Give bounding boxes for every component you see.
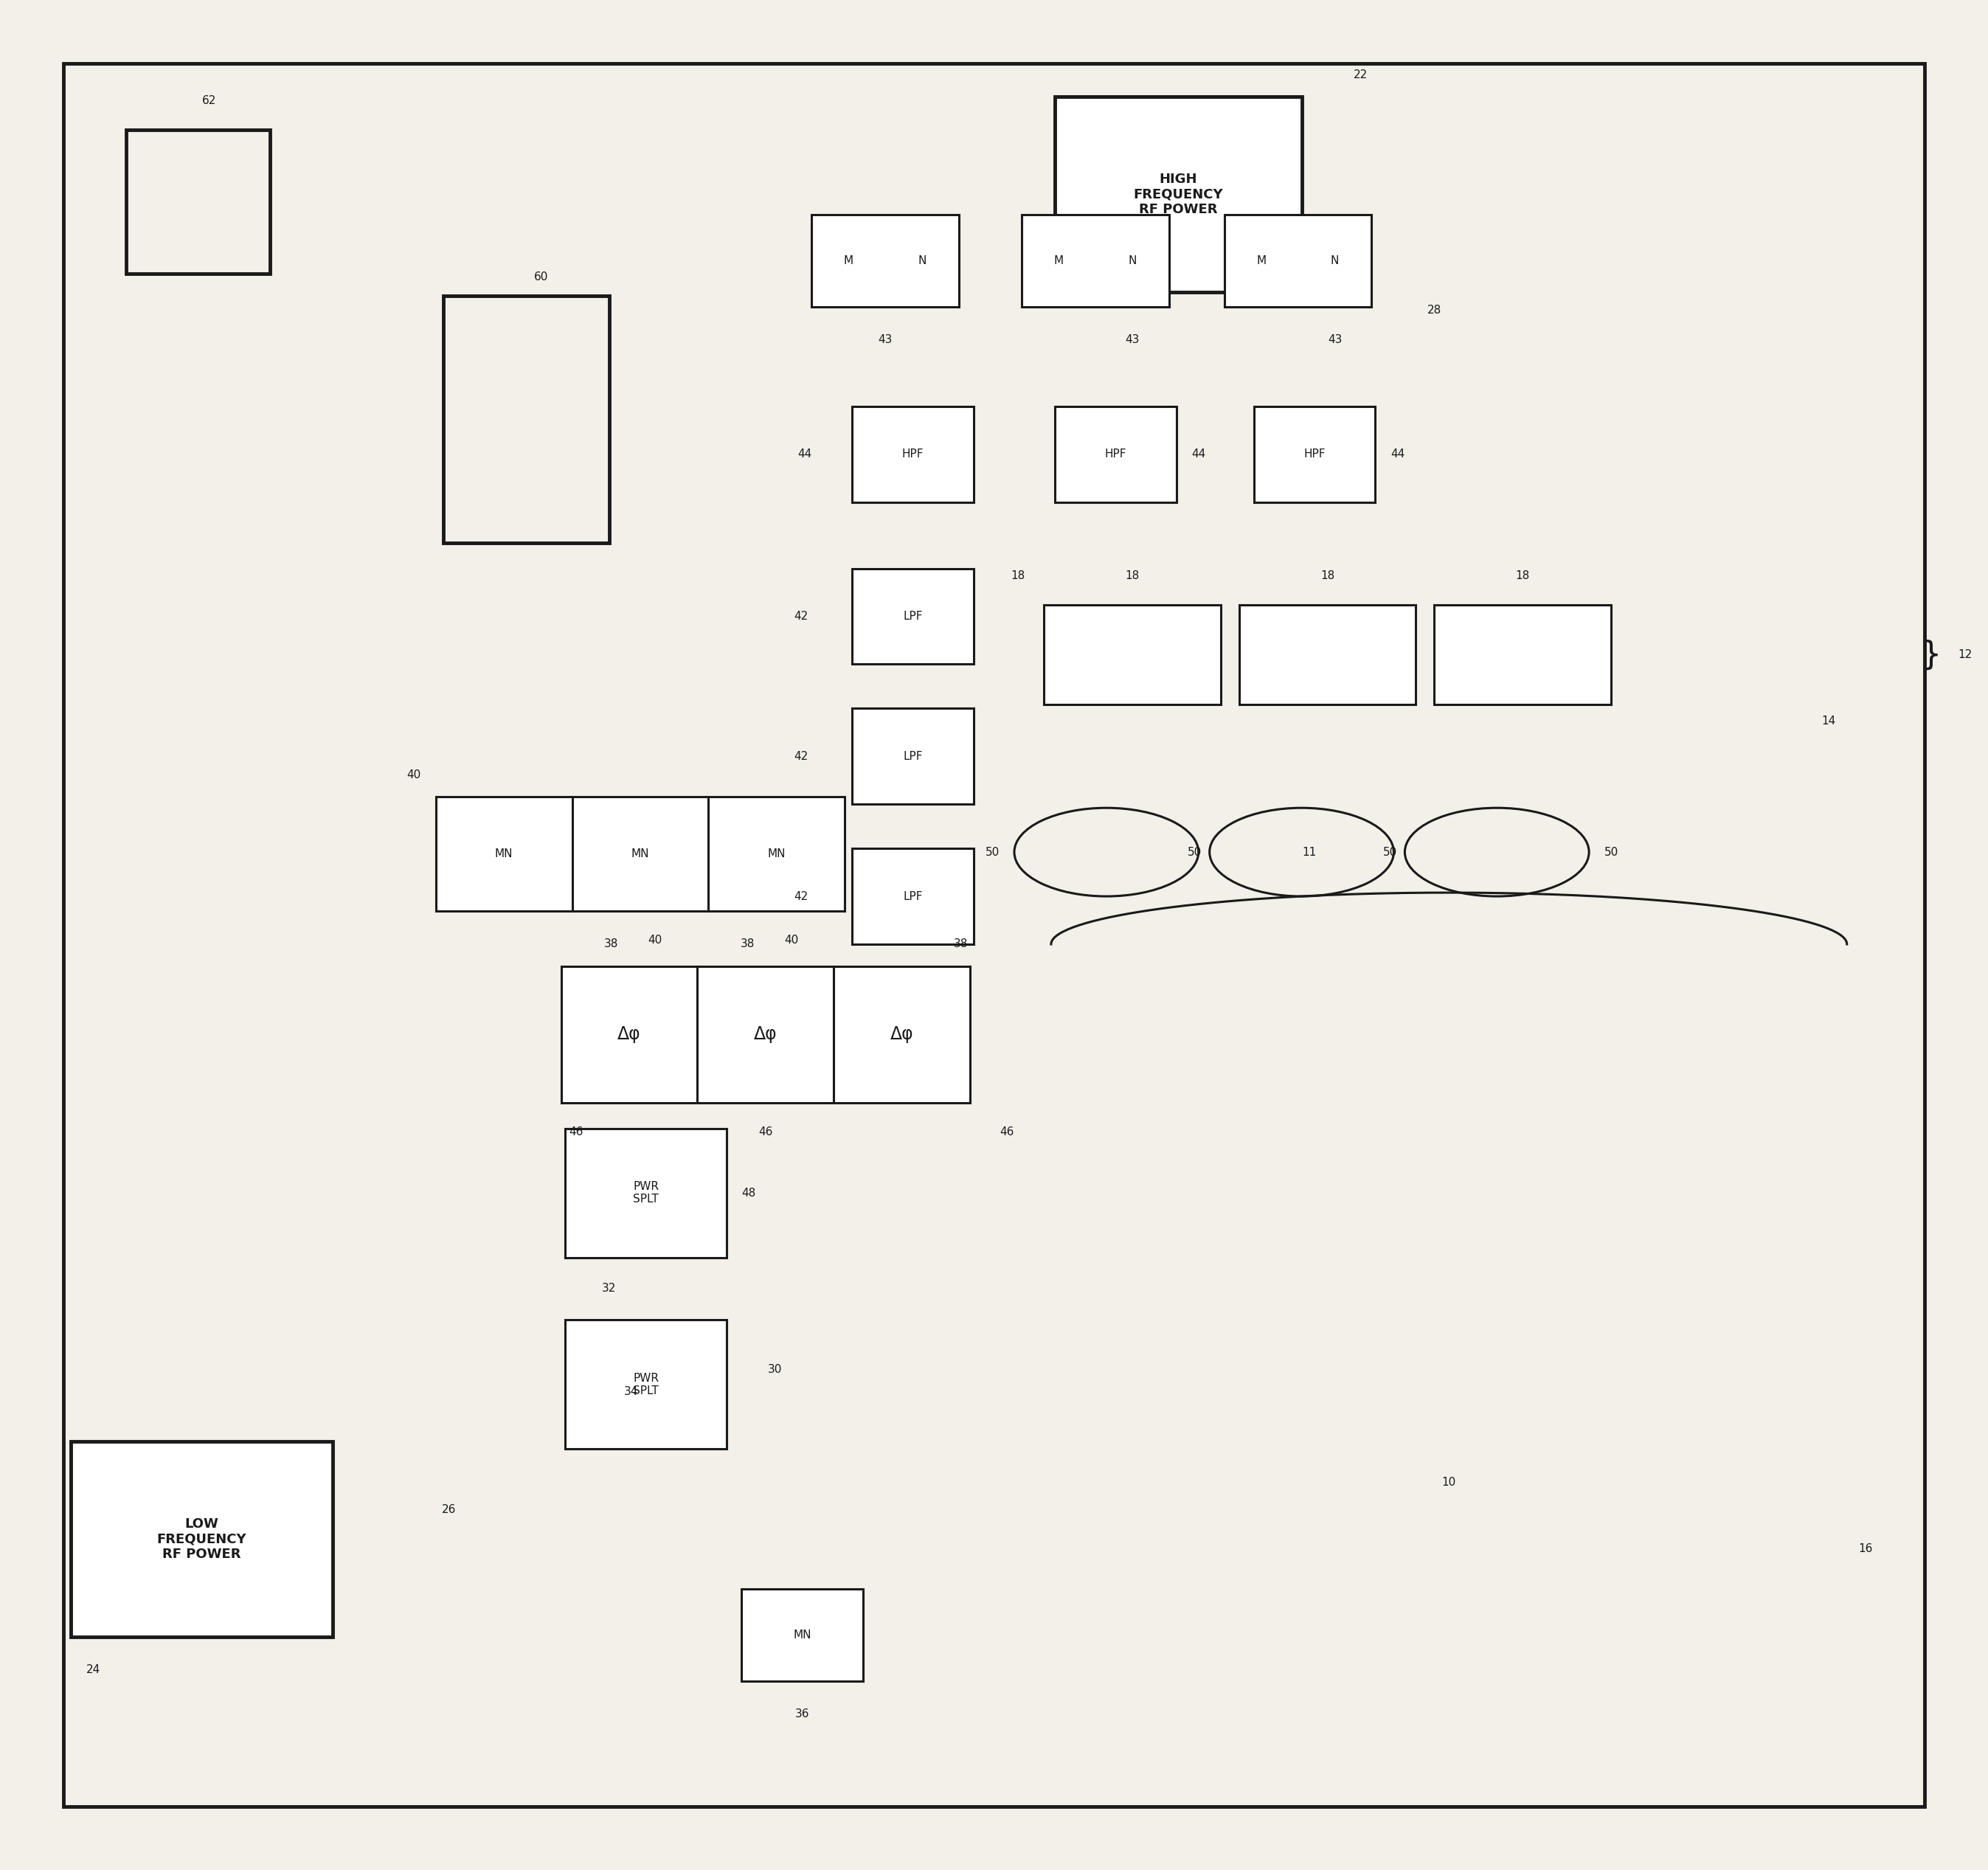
Text: 50: 50 (1384, 847, 1398, 858)
Text: 46: 46 (1000, 1126, 1014, 1137)
Text: 36: 36 (795, 1709, 809, 1720)
Text: N: N (1330, 254, 1340, 266)
Text: 43: 43 (1328, 335, 1342, 346)
Text: MN: MN (767, 849, 785, 860)
Text: 42: 42 (793, 611, 807, 623)
Bar (565, 1320, 728, 1449)
Bar (742, 1590, 863, 1681)
Text: 14: 14 (1821, 716, 1835, 727)
Bar (1022, 215, 1169, 307)
Text: 46: 46 (569, 1126, 582, 1137)
Text: LPF: LPF (903, 611, 922, 623)
Ellipse shape (1209, 808, 1394, 896)
Text: 24: 24 (85, 1664, 99, 1676)
Text: 44: 44 (1390, 449, 1406, 460)
Text: PWR
SPLT: PWR SPLT (632, 1373, 658, 1397)
Text: HIGH
FREQUENCY
RF POWER: HIGH FREQUENCY RF POWER (1133, 172, 1223, 217)
Text: 38: 38 (604, 939, 618, 950)
Text: HPF: HPF (1105, 449, 1127, 460)
Text: 22: 22 (1354, 69, 1368, 80)
Bar (1056, 406, 1177, 501)
Text: Δφ: Δφ (753, 1025, 777, 1043)
Text: 38: 38 (740, 939, 755, 950)
Bar (561, 967, 698, 1103)
Bar (435, 797, 573, 911)
Text: M: M (843, 254, 853, 266)
Text: 18: 18 (1125, 570, 1139, 582)
Bar (127, 131, 270, 273)
Text: 62: 62 (203, 95, 217, 107)
Text: MN: MN (495, 849, 513, 860)
Bar (833, 967, 970, 1103)
Text: HPF: HPF (903, 449, 924, 460)
Text: 10: 10 (1441, 1477, 1455, 1489)
Bar (708, 797, 845, 911)
Text: }: } (1920, 640, 1942, 671)
Text: N: N (1127, 254, 1137, 266)
Bar (853, 709, 974, 804)
Bar (1239, 606, 1415, 705)
Bar (565, 1128, 728, 1257)
Text: M: M (1256, 254, 1266, 266)
Text: Δφ: Δφ (891, 1025, 914, 1043)
Text: PWR
SPLT: PWR SPLT (632, 1182, 658, 1204)
Text: 38: 38 (954, 939, 968, 950)
Text: 40: 40 (408, 769, 421, 780)
Bar (853, 568, 974, 664)
Bar (1225, 215, 1372, 307)
Bar (1056, 97, 1302, 292)
Text: 50: 50 (1604, 847, 1618, 858)
Text: 43: 43 (879, 335, 893, 346)
Bar (698, 967, 833, 1103)
Bar (573, 797, 708, 911)
Text: 28: 28 (1427, 305, 1441, 316)
Text: 18: 18 (1515, 570, 1531, 582)
Text: 26: 26 (441, 1503, 455, 1515)
Text: LOW
FREQUENCY
RF POWER: LOW FREQUENCY RF POWER (157, 1517, 247, 1561)
Text: 40: 40 (648, 935, 662, 946)
Bar (1254, 406, 1376, 501)
Bar (853, 849, 974, 944)
Bar (1433, 606, 1610, 705)
Text: 43: 43 (1125, 335, 1139, 346)
Text: 30: 30 (767, 1365, 781, 1374)
Text: 48: 48 (742, 1187, 755, 1199)
Text: MN: MN (793, 1629, 811, 1640)
Text: 40: 40 (783, 935, 799, 946)
Text: 50: 50 (986, 847, 1000, 858)
Bar (853, 406, 974, 501)
Text: 60: 60 (533, 271, 549, 282)
Ellipse shape (1014, 808, 1199, 896)
Bar (443, 295, 608, 542)
Text: 18: 18 (1010, 570, 1026, 582)
Text: 42: 42 (793, 890, 807, 901)
Text: LPF: LPF (903, 890, 922, 901)
Text: 34: 34 (624, 1386, 638, 1397)
Text: 46: 46 (759, 1126, 773, 1137)
Text: 16: 16 (1859, 1543, 1873, 1554)
Text: 42: 42 (793, 750, 807, 761)
Text: Δφ: Δφ (618, 1025, 640, 1043)
Text: 44: 44 (797, 449, 811, 460)
Bar (72, 1442, 332, 1636)
Text: 12: 12 (1958, 649, 1972, 660)
Bar (1044, 606, 1221, 705)
Text: MN: MN (632, 849, 650, 860)
Text: N: N (918, 254, 926, 266)
Text: 44: 44 (1191, 449, 1205, 460)
Text: 32: 32 (602, 1283, 616, 1294)
Text: LPF: LPF (903, 750, 922, 761)
Ellipse shape (1406, 808, 1588, 896)
Text: M: M (1054, 254, 1064, 266)
Text: 50: 50 (1187, 847, 1203, 858)
Text: 18: 18 (1320, 570, 1334, 582)
Text: 11: 11 (1302, 847, 1316, 858)
Text: HPF: HPF (1304, 449, 1326, 460)
Bar (811, 215, 958, 307)
